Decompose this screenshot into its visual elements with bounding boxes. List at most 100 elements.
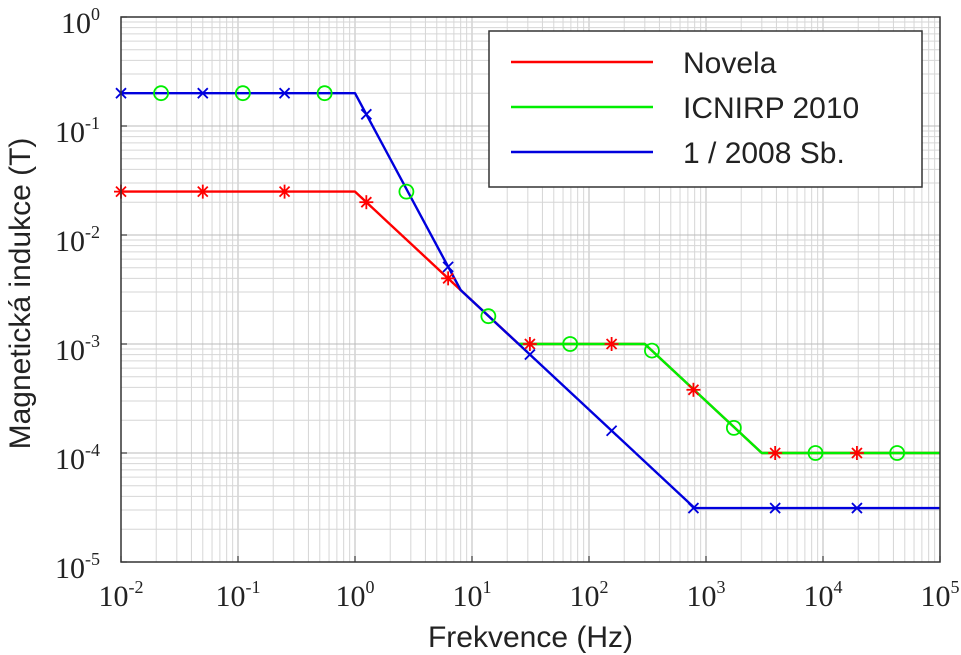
y-tick-label-exponent: -4 <box>85 440 100 460</box>
x-marker-stroke <box>442 261 454 273</box>
x-marker-stroke <box>851 502 863 514</box>
asterisk-marker <box>768 446 783 460</box>
series-layer <box>114 85 940 514</box>
circle-marker <box>725 419 742 436</box>
x-tick-label-base: 10 <box>99 580 129 613</box>
asterisk-marker <box>604 337 619 351</box>
legend-label: ICNIRP 2010 <box>683 92 859 125</box>
y-tick-label-exponent: -3 <box>85 331 100 351</box>
asterisk-marker-stroke <box>278 185 291 198</box>
x-tick-label: 101 <box>453 577 492 613</box>
y-tick-label: 10-3 <box>55 331 100 367</box>
asterisk-marker <box>441 271 456 286</box>
x-marker-stroke <box>278 87 291 99</box>
y-tick-label-exponent: -2 <box>85 222 100 242</box>
asterisk-marker-stroke <box>605 338 618 350</box>
y-tick-label: 100 <box>61 4 100 40</box>
x-marker <box>524 348 536 361</box>
x-marker <box>360 108 372 120</box>
asterisk-marker <box>195 184 210 199</box>
asterisk-marker <box>359 195 374 210</box>
x-marker <box>605 425 618 437</box>
legend-label: 1 / 2008 Sb. <box>683 137 845 170</box>
x-tick-label: 100 <box>336 577 375 613</box>
x-marker-stroke <box>605 425 618 437</box>
circle-marker <box>153 85 169 102</box>
series-0-markers <box>114 184 864 460</box>
legend: Novela ICNIRP 2010 1 / 2008 Sb. <box>488 30 923 188</box>
x-tick-label-base: 10 <box>804 580 834 613</box>
x-tick-label-exponent: 3 <box>717 577 726 597</box>
legend-box <box>488 30 923 188</box>
asterisk-marker-stroke <box>442 272 454 285</box>
asterisk-marker <box>686 382 701 397</box>
x-marker <box>442 261 454 273</box>
x-marker-stroke <box>769 502 781 514</box>
x-tick-label: 103 <box>687 577 726 613</box>
x-tick-label: 102 <box>570 577 609 613</box>
x-tick-label-exponent: -2 <box>129 577 144 597</box>
y-tick-label: 10-2 <box>55 222 100 258</box>
x-axis-label: Frekvence (Hz) <box>428 621 633 654</box>
y-tick-label-base: 10 <box>55 443 85 476</box>
legend-label: Novela <box>683 47 777 80</box>
y-axis-label: Magnetická indukce (T) <box>4 138 37 450</box>
asterisk-marker <box>277 184 292 199</box>
x-tick-label: 10-1 <box>216 577 261 613</box>
x-marker-stroke <box>687 502 700 514</box>
x-marker <box>687 502 700 514</box>
y-tick-label-exponent: -5 <box>85 549 100 569</box>
y-tick-label-base: 10 <box>55 116 85 149</box>
axis-ticks: 10-2 10-1 100 101 102 103 104 10510-510-410-310… <box>55 4 960 613</box>
x-marker <box>851 502 863 514</box>
x-tick-label-base: 10 <box>216 580 246 613</box>
x-tick-label-exponent: 4 <box>834 577 843 597</box>
series-1-markers <box>153 85 906 461</box>
circle-marker <box>234 85 251 102</box>
asterisk-marker-stroke <box>360 196 372 208</box>
y-tick-label: 10-4 <box>55 440 100 476</box>
circle-marker <box>889 445 906 461</box>
circle-marker <box>562 336 579 352</box>
circle-marker <box>316 85 333 102</box>
y-tick-label-exponent: 0 <box>91 4 100 24</box>
x-tick-label: 104 <box>804 577 843 613</box>
series-2-markers <box>115 87 863 514</box>
circle-marker <box>807 445 824 461</box>
y-tick-label-base: 10 <box>61 7 91 40</box>
plot-frame <box>120 16 941 563</box>
x-marker <box>278 87 291 99</box>
y-tick-label-base: 10 <box>55 552 85 585</box>
y-tick-label: 10-5 <box>55 549 100 585</box>
x-marker <box>197 87 209 99</box>
circle-marker <box>480 308 497 325</box>
circle-marker <box>644 342 660 359</box>
x-tick-label-exponent: 0 <box>366 577 375 597</box>
x-tick-label-exponent: 1 <box>483 577 492 597</box>
asterisk-marker-stroke <box>687 384 700 396</box>
x-marker-stroke <box>524 348 536 361</box>
y-tick-label-base: 10 <box>55 225 85 258</box>
x-tick-label: 105 <box>921 577 960 613</box>
x-tick-label-base: 10 <box>687 580 717 613</box>
asterisk-marker-stroke <box>769 447 781 459</box>
asterisk-marker-stroke <box>524 338 536 350</box>
x-tick-label-base: 10 <box>570 580 600 613</box>
x-marker-stroke <box>197 87 209 99</box>
x-marker <box>769 502 781 514</box>
x-tick-label-exponent: 5 <box>951 577 960 597</box>
x-tick-label-exponent: -1 <box>246 577 261 597</box>
series-2 <box>121 91 940 510</box>
y-tick-label-exponent: -1 <box>85 113 100 133</box>
circle-marker <box>398 183 415 200</box>
series-line <box>121 91 940 510</box>
x-tick-label: 10-2 <box>99 577 144 613</box>
asterisk-marker-stroke <box>851 447 863 459</box>
x-marker-stroke <box>360 108 372 120</box>
y-tick-label: 10-1 <box>55 113 100 149</box>
asterisk-marker <box>849 446 864 460</box>
x-tick-label-exponent: 2 <box>600 577 609 597</box>
asterisk-marker-stroke <box>197 185 209 198</box>
x-tick-label-base: 10 <box>453 580 483 613</box>
